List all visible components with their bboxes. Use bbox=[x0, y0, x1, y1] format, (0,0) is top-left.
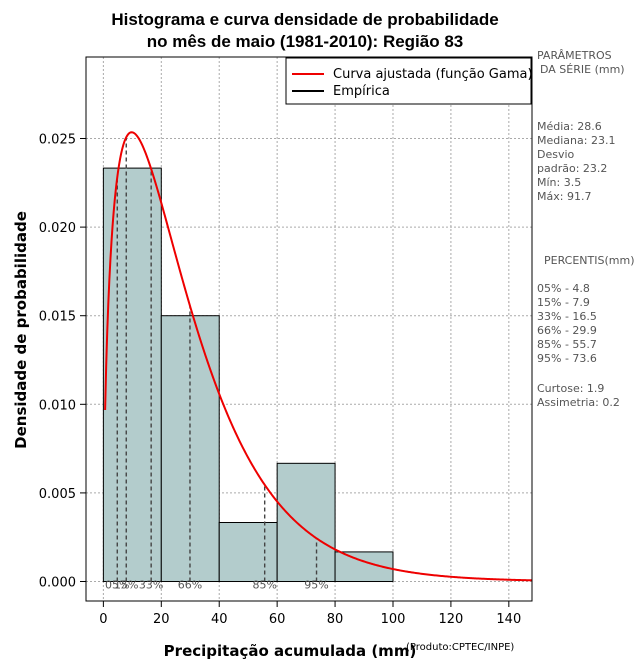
percentil-33: 33% - 16.5 bbox=[537, 310, 597, 323]
histogram-bars bbox=[102, 167, 394, 583]
axes bbox=[85, 56, 533, 602]
gamma-curve bbox=[104, 131, 533, 582]
plot-frame bbox=[85, 56, 533, 602]
credit-text: (Produto:CPTEC/INPE) bbox=[406, 642, 514, 653]
x-tick-label-6: 120 bbox=[438, 612, 463, 627]
side-panel: PARÂMETROS DA SÉRIE (mm) Média: 28.6 Med… bbox=[537, 49, 635, 409]
y-tick-label-0: 0.000 bbox=[39, 576, 76, 591]
percentil-95: 95% - 73.6 bbox=[537, 352, 597, 365]
y-tick-label-1: 0.005 bbox=[39, 487, 76, 502]
stat-media: Média: 28.6 bbox=[537, 120, 602, 133]
legend: Curva ajustada (função Gama) Empírica bbox=[285, 57, 533, 105]
stat-desvio-1: Desvio bbox=[537, 148, 575, 161]
stat-min: Mín: 3.5 bbox=[537, 176, 581, 189]
x-tick-label-3: 60 bbox=[269, 612, 286, 627]
y-tick-label-3: 0.015 bbox=[39, 310, 76, 325]
percentile-label-4: 85% bbox=[252, 579, 276, 592]
y-axis-label: Densidade de probabilidade bbox=[12, 211, 30, 449]
percentile-label-2: 33% bbox=[139, 579, 163, 592]
percentile-label-1: 15% bbox=[114, 579, 138, 592]
x-tick-label-2: 40 bbox=[211, 612, 228, 627]
stat-desvio-2: padrão: 23.2 bbox=[537, 162, 607, 175]
y-tick-label-5: 0.025 bbox=[39, 133, 76, 148]
percentil-85: 85% - 55.7 bbox=[537, 338, 597, 351]
percentil-05: 05% - 4.8 bbox=[537, 282, 590, 295]
percentil-15: 15% - 7.9 bbox=[537, 296, 590, 309]
x-tick-label-0: 0 bbox=[99, 612, 107, 627]
percentis-title: PERCENTIS(mm) bbox=[544, 254, 635, 267]
x-tick-label-1: 20 bbox=[153, 612, 170, 627]
percentile-label-5: 95% bbox=[304, 579, 328, 592]
x-tick-label-4: 80 bbox=[327, 612, 344, 627]
params-title-2: DA SÉRIE (mm) bbox=[540, 63, 625, 76]
x-axis-label: Precipitação acumulada (mm) bbox=[164, 642, 417, 660]
gamma-curve-group bbox=[104, 131, 533, 582]
y-tick-label-4: 0.020 bbox=[39, 221, 76, 236]
percentile-label-3: 66% bbox=[178, 579, 202, 592]
legend-label-curve: Curva ajustada (função Gama) bbox=[333, 67, 533, 82]
chart-title-line2: no mês de maio (1981-2010): Região 83 bbox=[147, 32, 464, 51]
x-tick-label-5: 100 bbox=[381, 612, 406, 627]
stat-assimetria: Assimetria: 0.2 bbox=[537, 396, 620, 409]
stat-curtose: Curtose: 1.9 bbox=[537, 382, 604, 395]
legend-box bbox=[285, 57, 532, 105]
percentil-66: 66% - 29.9 bbox=[537, 324, 597, 337]
stat-max: Máx: 91.7 bbox=[537, 190, 591, 203]
histogram-bar-3 bbox=[276, 462, 336, 583]
axis-ticks: 0 20 40 60 80 100 120 140 0.000 0.005 0.010 0.015 0.… bbox=[39, 133, 521, 627]
x-tick-label-7: 140 bbox=[496, 612, 521, 627]
histogram-bar-2 bbox=[218, 522, 278, 583]
chart-title-line1: Histograma e curva densidade de probabil… bbox=[111, 10, 498, 29]
legend-label-empirical: Empírica bbox=[333, 84, 390, 99]
percentile-lines: 05%15% 33% 66% 85% 95% bbox=[105, 137, 329, 592]
stat-mediana: Mediana: 23.1 bbox=[537, 134, 615, 147]
y-tick-label-2: 0.010 bbox=[39, 398, 76, 413]
params-title-1: PARÂMETROS bbox=[537, 49, 612, 62]
percentile-label-0: 05% bbox=[105, 579, 129, 592]
